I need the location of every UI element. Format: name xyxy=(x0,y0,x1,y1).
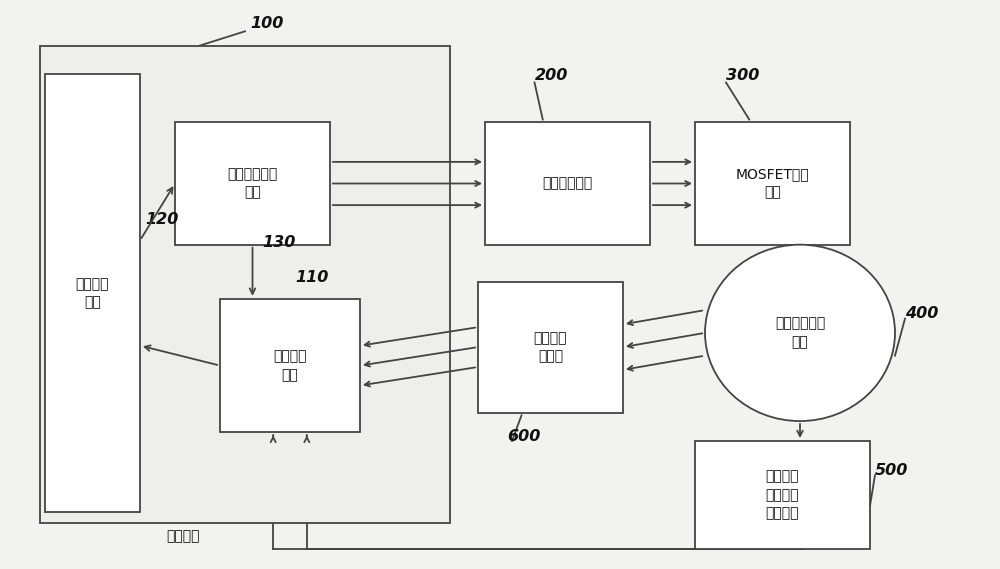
Text: MOSFET电桥
模块: MOSFET电桥 模块 xyxy=(736,167,809,200)
Ellipse shape xyxy=(705,245,895,421)
Text: 300: 300 xyxy=(726,68,759,83)
Bar xyxy=(485,122,650,245)
Text: 空间矢量调制
单元: 空间矢量调制 单元 xyxy=(227,167,278,200)
Bar xyxy=(695,441,870,549)
Text: 运算放大
器模块: 运算放大 器模块 xyxy=(534,331,567,363)
Text: 预驱动器模块: 预驱动器模块 xyxy=(542,176,593,191)
Text: 100: 100 xyxy=(250,17,283,31)
Bar xyxy=(220,299,360,432)
Text: 三相无刷电机
模块: 三相无刷电机 模块 xyxy=(775,317,825,349)
Text: 数据采集
单元: 数据采集 单元 xyxy=(273,349,307,382)
Text: 主控模块: 主控模块 xyxy=(167,529,200,543)
Bar xyxy=(40,46,450,523)
Text: 模拟磁角
度测量传
感器模块: 模拟磁角 度测量传 感器模块 xyxy=(766,469,799,521)
Text: 200: 200 xyxy=(534,68,568,83)
Text: 矢量控制
单元: 矢量控制 单元 xyxy=(76,277,109,309)
Bar xyxy=(478,282,623,413)
Text: 110: 110 xyxy=(295,270,328,284)
Text: 120: 120 xyxy=(145,212,178,227)
Bar xyxy=(175,122,330,245)
Text: 500: 500 xyxy=(875,463,908,478)
Text: 600: 600 xyxy=(507,429,540,444)
Text: 400: 400 xyxy=(905,307,938,321)
Bar xyxy=(695,122,850,245)
Text: 130: 130 xyxy=(262,236,296,250)
Bar xyxy=(45,74,140,512)
